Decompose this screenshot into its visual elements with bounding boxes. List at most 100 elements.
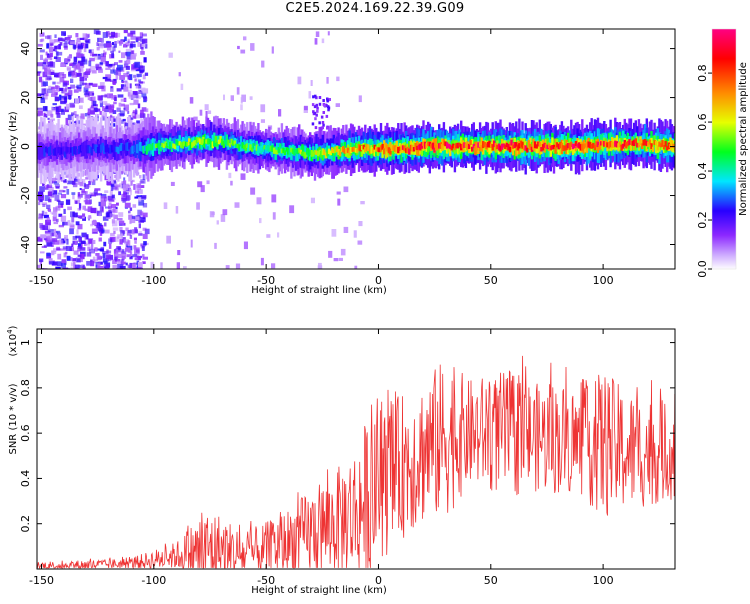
- heatmap-noise-cell: [98, 265, 104, 269]
- heatmap-noise-cell: [48, 243, 53, 246]
- colorbar-band: [712, 56, 736, 58]
- heatmap-ridge-cell: [230, 138, 233, 145]
- heatmap-ridge-cell: [294, 149, 298, 154]
- heatmap-noise-cell: [40, 93, 47, 96]
- heatmap-ridge-cell: [425, 143, 428, 149]
- heatmap-noise-cell: [50, 177, 56, 182]
- colorbar-band: [712, 183, 736, 185]
- heatmap-noise-cell: [58, 204, 61, 208]
- heatmap-ridge-cell: [268, 147, 271, 153]
- heatmap-ridge-cell: [49, 145, 52, 155]
- heatmap-noise-cell: [85, 43, 89, 49]
- heatmap-noise-cell: [102, 267, 105, 269]
- heatmap-noise-cell: [55, 206, 60, 211]
- heatmap-noise-cell: [40, 251, 45, 254]
- heatmap-noise-cell: [99, 38, 102, 42]
- heatmap-ridge-cell: [246, 143, 249, 148]
- heatmap-noise-cell: [122, 222, 126, 226]
- heatmap-noise-cell: [122, 261, 126, 265]
- heatmap-sparse-cell: [193, 116, 198, 122]
- colorbar-band: [712, 208, 736, 210]
- heatmap-noise-cell: [46, 204, 51, 209]
- heatmap-ridge-cell: [279, 146, 282, 157]
- colorbar-band: [712, 82, 736, 84]
- heatmap-ridge-cell: [438, 143, 441, 149]
- heatmap-ridge-cell: [485, 143, 488, 150]
- heatmap-noise-cell: [47, 191, 53, 196]
- heatmap-side-cell: [326, 126, 329, 130]
- heatmap-noise-cell: [140, 179, 146, 184]
- colorbar-band: [712, 177, 736, 179]
- colorbar-band: [712, 211, 736, 213]
- heatmap-noise-cell: [56, 230, 61, 234]
- heatmap-sparse-cell: [163, 202, 168, 209]
- heatmap-ridge-cell: [260, 145, 263, 151]
- colorbar-band: [712, 84, 736, 86]
- heatmap-ridge-cell: [197, 137, 200, 143]
- heatmap-noise-cell: [142, 33, 147, 37]
- heatmap-noise-cell: [122, 118, 126, 122]
- heatmap-ridge-cell: [497, 143, 501, 151]
- heatmap-xtick-label: -50: [257, 274, 275, 287]
- heatmap-noise-cell: [117, 246, 121, 250]
- heatmap-noise-cell: [110, 114, 113, 118]
- colorbar-band: [712, 98, 736, 100]
- heatmap-ridge-cell: [422, 141, 425, 146]
- heatmap-ridge-cell: [651, 140, 655, 152]
- colorbar-band: [712, 125, 736, 127]
- heatmap-noise-cell: [130, 180, 133, 186]
- colorbar-band: [712, 138, 736, 140]
- heatmap-ridge-cell: [365, 143, 369, 151]
- heatmap-noise-cell: [54, 45, 58, 50]
- colorbar-band: [712, 109, 736, 111]
- colorbar-band: [712, 140, 736, 142]
- heatmap-ridge-cell: [439, 142, 442, 149]
- heatmap-ridge-cell: [383, 147, 386, 155]
- heatmap-noise-cell: [109, 254, 114, 260]
- colorbar-band: [712, 148, 736, 150]
- colorbar-band: [712, 44, 736, 46]
- heatmap-noise-cell: [112, 46, 116, 52]
- snr-ytick-label: 0.8: [19, 379, 32, 397]
- colorbar-band: [712, 157, 736, 159]
- heatmap-noise-cell: [68, 55, 72, 59]
- heatmap-noise-cell: [58, 224, 64, 228]
- heatmap-ridge-cell: [409, 144, 413, 152]
- heatmap-noise-cell: [64, 40, 68, 44]
- heatmap-noise-cell: [127, 89, 132, 94]
- heatmap-noise-cell: [107, 250, 112, 254]
- heatmap-noise-cell: [65, 123, 70, 127]
- colorbar-band: [712, 242, 736, 244]
- heatmap-noise-cell: [142, 212, 148, 218]
- colorbar-band: [712, 175, 736, 177]
- heatmap-noise-cell: [52, 103, 57, 106]
- heatmap-ridge-cell: [449, 144, 452, 150]
- heatmap-ridge-cell: [112, 144, 115, 150]
- snr-ylabel: SNR (10 * v/v): [8, 383, 19, 454]
- heatmap-noise-cell: [91, 99, 94, 106]
- heatmap-noise-cell: [62, 221, 65, 226]
- colorbar-band: [712, 145, 736, 147]
- colorbar-band: [712, 206, 736, 208]
- heatmap-noise-cell: [111, 52, 114, 58]
- heatmap-noise-cell: [102, 32, 108, 38]
- colorbar-band: [712, 261, 736, 263]
- heatmap-ridge-cell: [450, 140, 453, 151]
- heatmap-noise-cell: [48, 258, 53, 264]
- heatmap-ridge-cell: [175, 139, 178, 146]
- colorbar-band: [712, 69, 736, 71]
- heatmap-noise-cell: [134, 240, 137, 244]
- heatmap-noise-cell: [39, 259, 42, 266]
- heatmap-ridge-cell: [332, 149, 335, 154]
- colorbar-band: [712, 96, 736, 98]
- heatmap-noise-cell: [119, 182, 125, 189]
- heatmap-noise-cell: [46, 75, 52, 80]
- snr-xtick-label: -150: [29, 574, 54, 587]
- heatmap-noise-cell: [115, 259, 121, 262]
- heatmap-ridge-cell: [165, 142, 169, 148]
- heatmap-sparse-cell: [243, 36, 247, 41]
- colorbar-band: [712, 168, 736, 170]
- heatmap-sparse-cell: [277, 232, 280, 238]
- colorbar-band: [712, 87, 736, 89]
- snr-ytick-label: 0.2: [19, 515, 32, 533]
